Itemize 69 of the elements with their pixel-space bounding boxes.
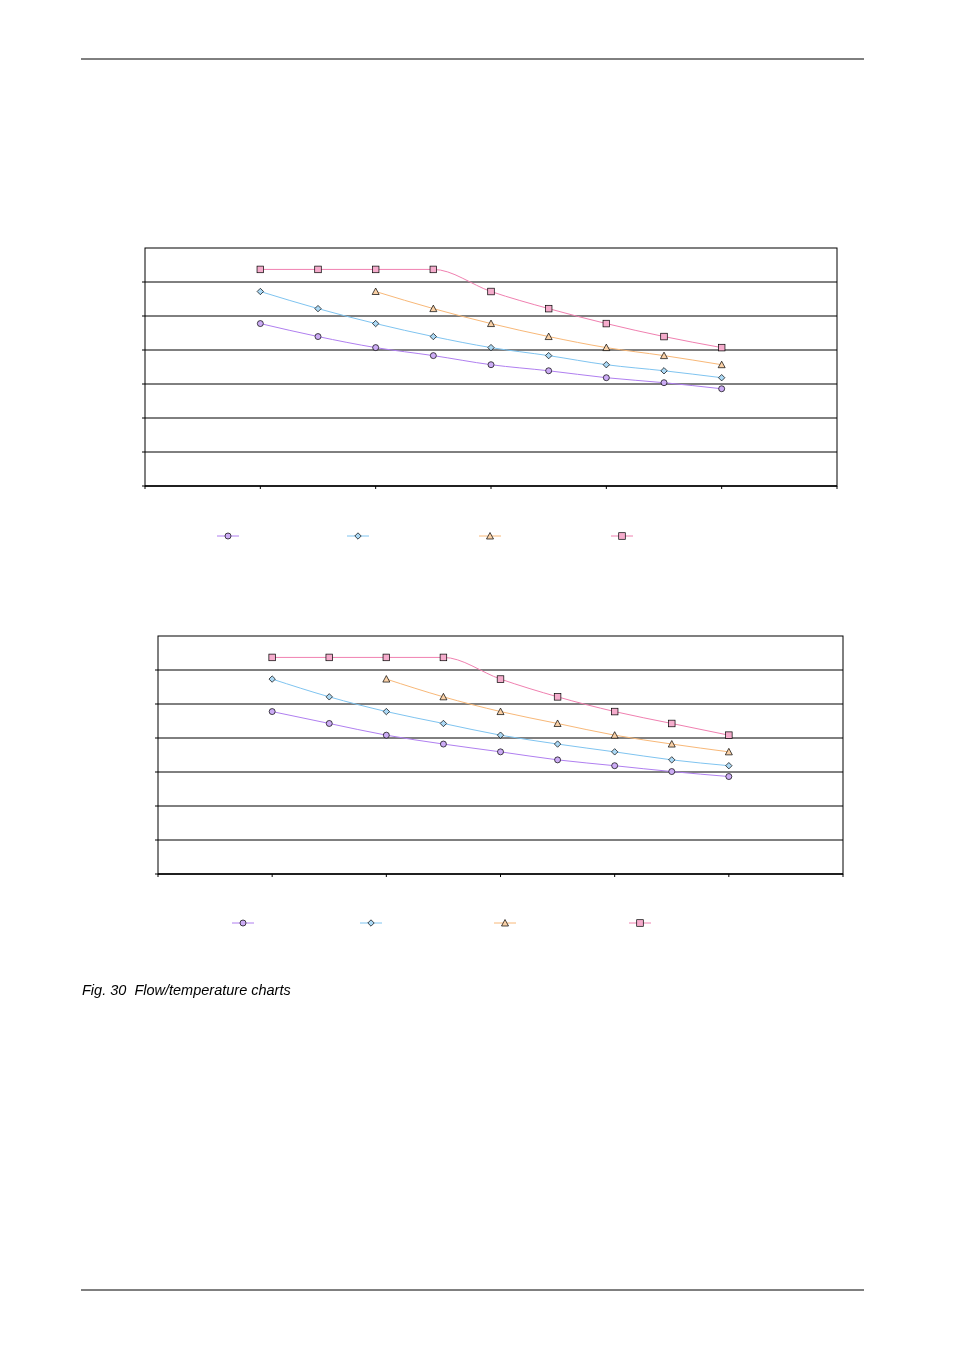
point <box>382 653 390 662</box>
point <box>268 653 276 662</box>
point <box>372 265 380 274</box>
point <box>487 344 495 352</box>
point <box>496 707 505 715</box>
point <box>725 773 733 780</box>
point <box>544 332 553 340</box>
point <box>610 731 619 739</box>
point <box>382 675 391 683</box>
point <box>325 720 333 727</box>
point <box>717 360 726 369</box>
point <box>429 352 437 359</box>
point <box>553 693 562 701</box>
point <box>725 762 733 770</box>
point <box>718 385 726 393</box>
point <box>554 756 561 764</box>
point <box>256 287 264 296</box>
point <box>429 265 437 274</box>
caption: Fig. 30 Flow/temperature charts <box>82 982 291 998</box>
point <box>314 265 322 274</box>
point <box>545 352 553 360</box>
point <box>668 756 676 764</box>
point <box>439 692 448 701</box>
point <box>660 332 668 341</box>
point <box>440 740 447 748</box>
point <box>554 740 562 748</box>
point <box>325 693 333 701</box>
point <box>611 707 619 716</box>
point <box>668 768 676 775</box>
point <box>439 719 447 728</box>
point <box>372 344 380 351</box>
point <box>553 719 562 727</box>
point <box>487 319 495 327</box>
point <box>667 740 676 748</box>
point <box>660 367 668 375</box>
point <box>429 304 438 312</box>
point <box>611 762 619 770</box>
point <box>497 748 504 756</box>
point <box>314 305 322 313</box>
point <box>602 361 610 369</box>
point <box>660 351 668 359</box>
point <box>496 731 505 739</box>
point <box>487 361 495 369</box>
point <box>545 367 553 375</box>
point <box>439 653 448 662</box>
point <box>602 343 611 351</box>
point <box>718 343 726 352</box>
point <box>602 319 610 328</box>
point <box>256 320 264 327</box>
point <box>268 708 276 715</box>
point <box>371 287 380 295</box>
point <box>382 731 390 739</box>
point <box>314 333 322 340</box>
point <box>256 265 264 274</box>
point <box>725 731 733 739</box>
point <box>668 719 676 728</box>
point <box>496 675 505 683</box>
point <box>325 653 333 662</box>
point <box>602 374 610 382</box>
point <box>660 379 668 387</box>
point <box>611 748 619 756</box>
point <box>429 333 437 341</box>
point <box>382 708 390 716</box>
point <box>545 304 553 313</box>
point <box>718 374 726 382</box>
point <box>724 748 733 756</box>
point <box>487 287 495 296</box>
point <box>372 320 380 328</box>
point <box>268 675 276 683</box>
